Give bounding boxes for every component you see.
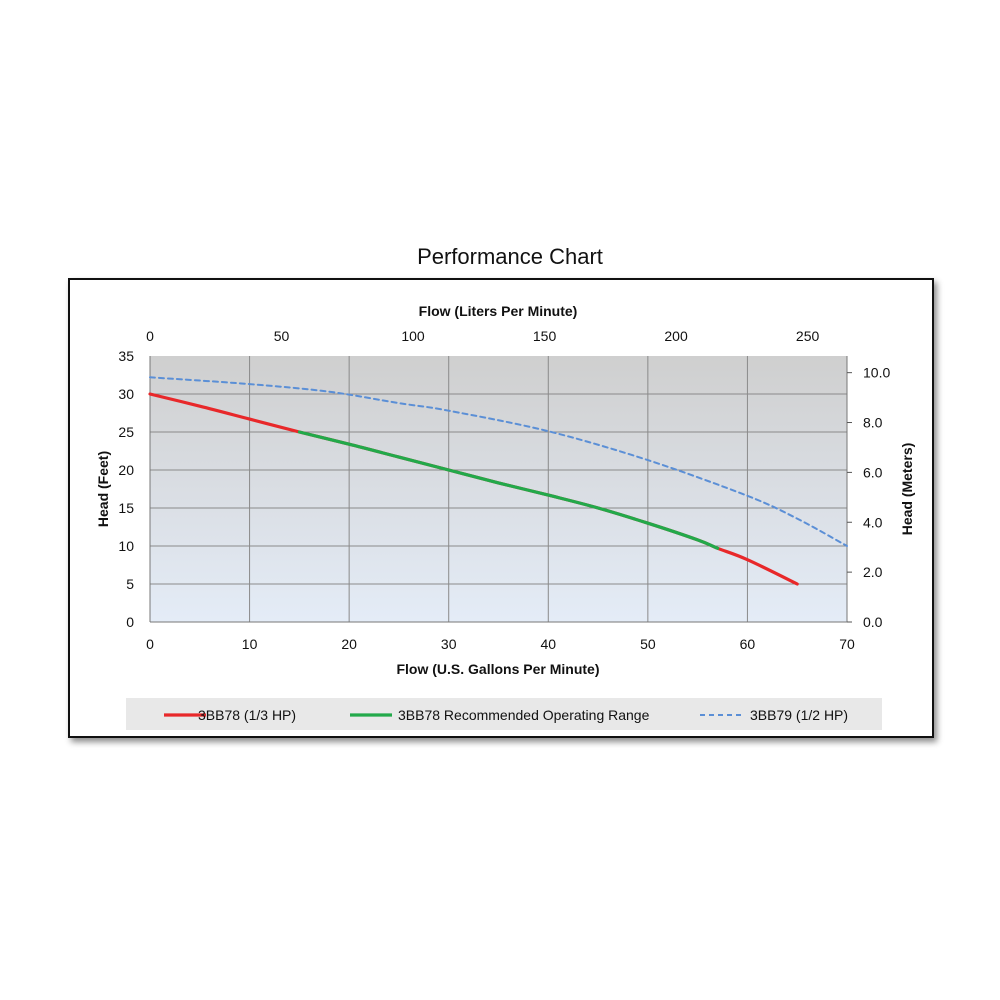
legend-label: 3BB79 (1/2 HP) xyxy=(750,707,848,723)
y-tick-label: 30 xyxy=(118,386,134,402)
series-line-3bb79 xyxy=(149,376,848,547)
y-tick-label: 35 xyxy=(118,348,134,364)
plot-area xyxy=(150,356,847,622)
x2-tick-label: 0 xyxy=(146,328,154,344)
x-tick-label: 20 xyxy=(341,636,357,652)
x2-axis-title: Flow (Liters Per Minute) xyxy=(419,303,578,319)
y2-axis-title: Head (Meters) xyxy=(899,443,915,536)
x2-tick-label: 150 xyxy=(533,328,557,344)
x-tick-label: 40 xyxy=(540,636,556,652)
y-tick-label: 0 xyxy=(126,614,134,630)
chart-plot: 0 10 20 30 40 50 60 70 0 5 10 15 20 25 30 35 0 50 100 150 20… xyxy=(95,303,915,730)
x-tick-label: 50 xyxy=(640,636,656,652)
legend-label: 3BB78 Recommended Operating Range xyxy=(398,707,650,723)
chart-title: Performance Chart xyxy=(417,244,603,269)
legend-label: 3BB78 (1/3 HP) xyxy=(198,707,296,723)
y2-tick-label: 0.0 xyxy=(863,614,883,630)
legend-box xyxy=(126,698,882,730)
x2-tick-label: 200 xyxy=(664,328,688,344)
x-tick-label: 60 xyxy=(740,636,756,652)
y2-tick-label: 6.0 xyxy=(863,464,883,480)
chart-frame: 0 10 20 30 40 50 60 70 0 5 10 15 20 25 30 35 0 50 100 150 20… xyxy=(68,278,934,738)
y2-tick-label: 8.0 xyxy=(863,415,883,431)
x2-tick-label: 50 xyxy=(274,328,290,344)
y-tick-label: 5 xyxy=(126,576,134,592)
y-tick-label: 25 xyxy=(118,424,134,440)
y-tick-label: 15 xyxy=(118,500,134,516)
x-tick-label: 0 xyxy=(146,636,154,652)
x-tick-label: 10 xyxy=(242,636,258,652)
legend: 3BB78 (1/3 HP) 3BB78 Recommended Operatin… xyxy=(164,707,848,723)
y-tick-label: 10 xyxy=(118,538,134,554)
series-line-3bb78-operating-range xyxy=(297,430,720,550)
y2-tick-label: 2.0 xyxy=(863,564,883,580)
y2-tick-label: 4.0 xyxy=(863,514,883,530)
x-tick-label: 70 xyxy=(839,636,855,652)
x-tick-label: 30 xyxy=(441,636,457,652)
x-axis-title: Flow (U.S. Gallons Per Minute) xyxy=(396,661,599,677)
y-axis-title: Head (Feet) xyxy=(95,451,111,527)
y2-tick-label: 10.0 xyxy=(863,365,890,381)
x2-tick-label: 100 xyxy=(401,328,425,344)
x2-tick-label: 250 xyxy=(796,328,820,344)
y-tick-label: 20 xyxy=(118,462,134,478)
